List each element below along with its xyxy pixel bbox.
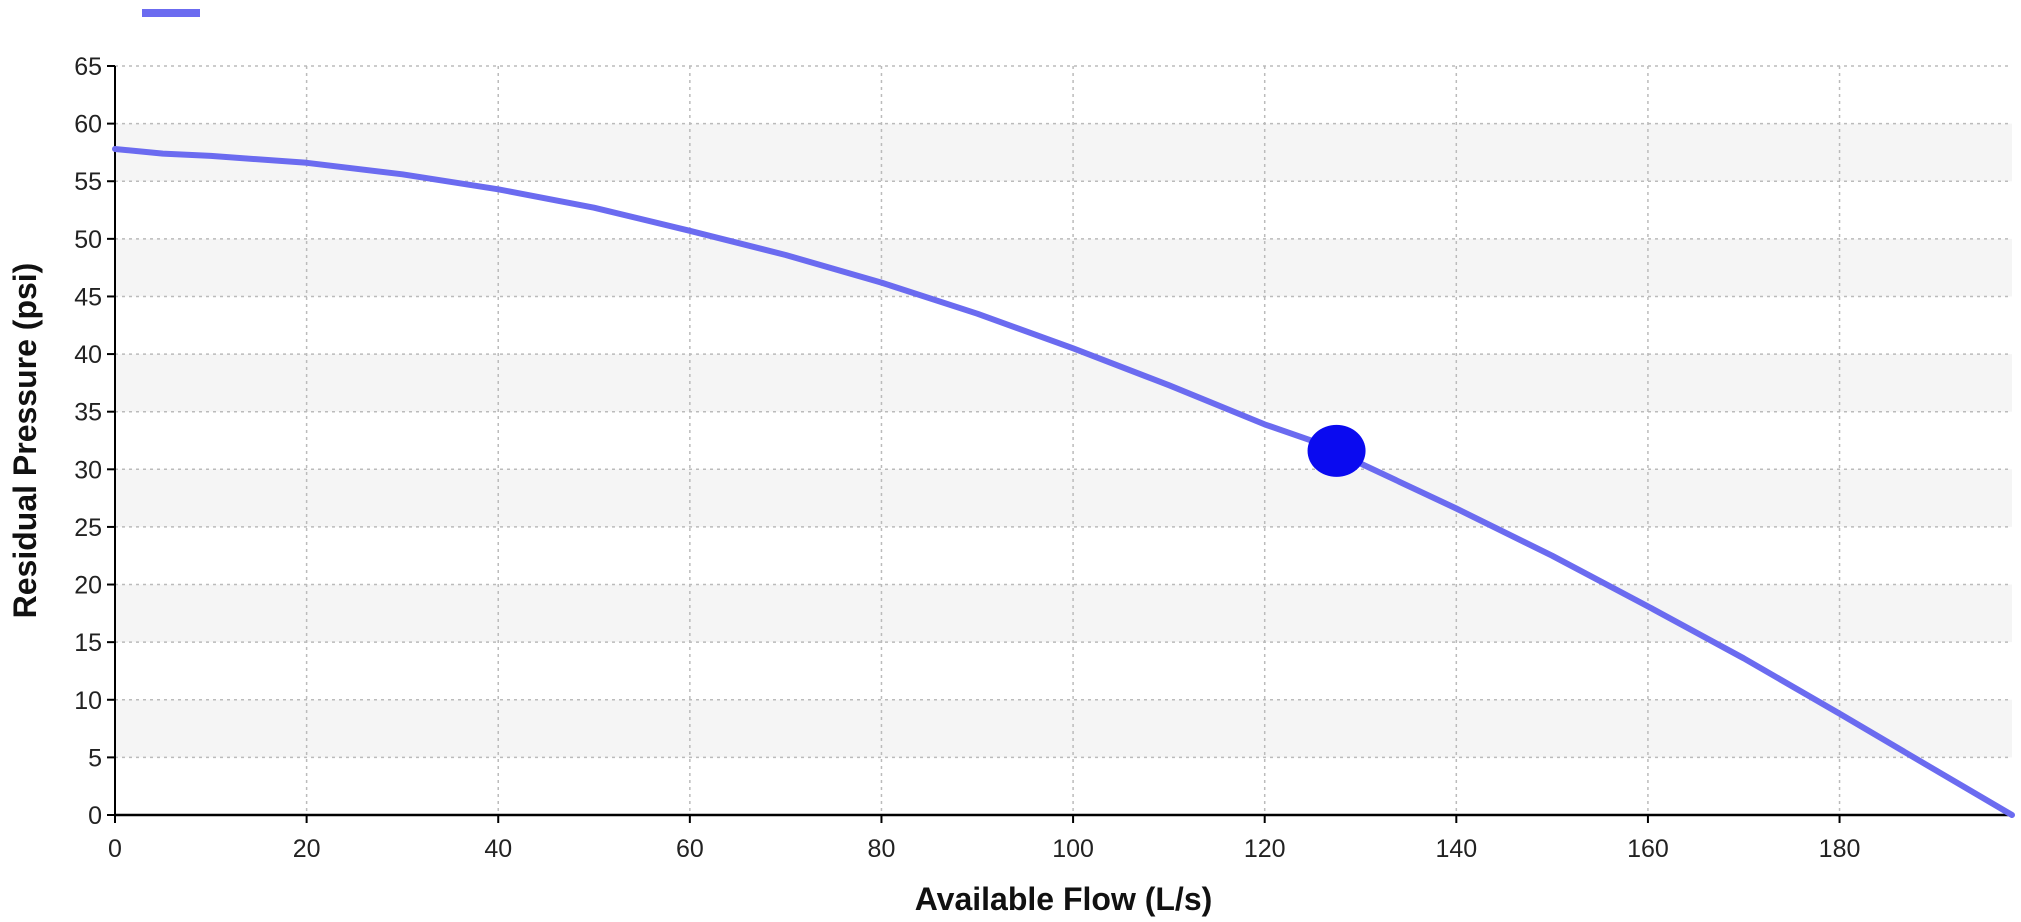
y-tick-label: 10 xyxy=(74,687,102,715)
y-axis-title: Residual Pressure (psi) xyxy=(7,263,43,619)
x-axis-tick-labels: 0 20 40 60 80 100 120 140 160 180 xyxy=(108,835,1860,863)
x-tick-label: 20 xyxy=(293,835,321,863)
x-tick-label: 160 xyxy=(1627,835,1669,863)
background-band xyxy=(115,584,2012,643)
y-tick-label: 25 xyxy=(74,514,102,542)
y-tick-label: 50 xyxy=(74,226,102,254)
x-tick-label: 120 xyxy=(1244,835,1286,863)
axes xyxy=(107,65,2012,823)
y-tick-label: 35 xyxy=(74,399,102,427)
background-bands xyxy=(115,123,2012,758)
y-tick-label: 20 xyxy=(74,572,102,600)
marker-layer xyxy=(1307,424,1366,477)
y-tick-label: 55 xyxy=(74,168,102,196)
x-tick-label: 180 xyxy=(1819,835,1861,863)
y-tick-label: 60 xyxy=(74,111,102,139)
series-layer xyxy=(112,146,2015,818)
legend xyxy=(142,9,200,17)
y-axis-tick-labels: 0 5 10 15 20 25 30 35 40 45 50 55 60 65 xyxy=(74,53,102,830)
flow-curve-line xyxy=(112,146,2015,818)
background-band xyxy=(115,469,2012,527)
x-tick-label: 60 xyxy=(676,835,704,863)
y-tick-label: 15 xyxy=(74,629,102,657)
y-tick-label: 5 xyxy=(88,744,102,772)
x-tick-label: 40 xyxy=(484,835,512,863)
background-band xyxy=(115,354,2012,412)
operating-point-marker xyxy=(1307,424,1366,477)
y-tick-label: 30 xyxy=(74,456,102,484)
y-tick-label: 0 xyxy=(88,802,102,830)
background-band xyxy=(115,699,2012,758)
background-band xyxy=(115,238,2012,297)
x-tick-label: 140 xyxy=(1435,835,1477,863)
x-axis-title: Available Flow (L/s) xyxy=(915,881,1213,917)
y-tick-label: 40 xyxy=(74,341,102,369)
x-tick-label: 0 xyxy=(108,835,122,863)
y-tick-label: 45 xyxy=(74,283,102,311)
x-tick-label: 100 xyxy=(1052,835,1094,863)
legend-swatch xyxy=(142,9,200,17)
y-tick-label: 65 xyxy=(74,53,102,81)
x-tick-label: 80 xyxy=(868,835,896,863)
background-band xyxy=(115,123,2012,182)
